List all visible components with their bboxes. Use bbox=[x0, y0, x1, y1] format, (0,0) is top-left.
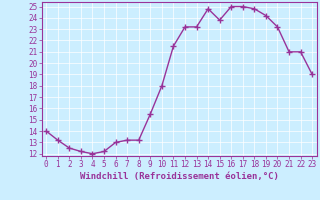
X-axis label: Windchill (Refroidissement éolien,°C): Windchill (Refroidissement éolien,°C) bbox=[80, 172, 279, 181]
